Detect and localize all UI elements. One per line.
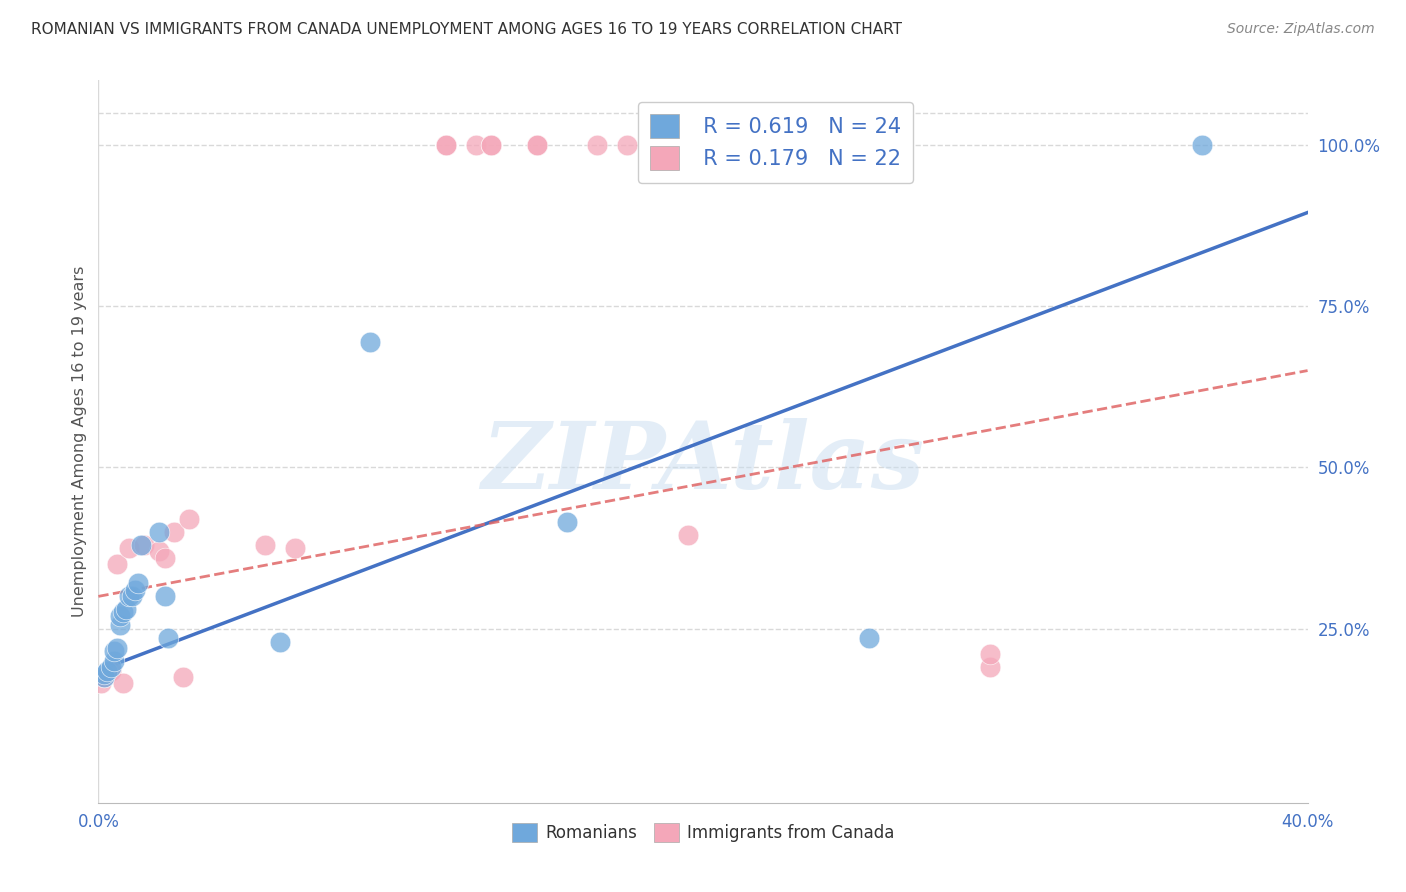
Point	[103, 644, 125, 658]
Point	[118, 541, 141, 555]
Point	[148, 524, 170, 539]
Point	[179, 512, 201, 526]
Text: ZIPAtlas: ZIPAtlas	[481, 418, 925, 508]
Point	[127, 576, 149, 591]
Point	[111, 676, 134, 690]
Text: ROMANIAN VS IMMIGRANTS FROM CANADA UNEMPLOYMENT AMONG AGES 16 TO 19 YEARS CORREL: ROMANIAN VS IMMIGRANTS FROM CANADA UNEMP…	[31, 22, 901, 37]
Point	[253, 538, 276, 552]
Point	[129, 538, 152, 552]
Point	[100, 664, 122, 678]
Point	[114, 602, 136, 616]
Point	[172, 670, 194, 684]
Point	[111, 606, 134, 620]
Point	[979, 660, 1001, 674]
Point	[284, 541, 307, 555]
Point	[858, 632, 880, 646]
Point	[360, 334, 382, 349]
Point	[526, 137, 548, 152]
Point	[269, 634, 291, 648]
Point	[163, 524, 186, 539]
Point	[100, 660, 122, 674]
Point	[108, 618, 131, 632]
Y-axis label: Unemployment Among Ages 16 to 19 years: Unemployment Among Ages 16 to 19 years	[72, 266, 87, 617]
Point	[121, 590, 143, 604]
Point	[105, 640, 128, 655]
Point	[93, 670, 115, 684]
Point	[108, 608, 131, 623]
Point	[124, 582, 146, 597]
Point	[481, 137, 503, 152]
Point	[434, 137, 457, 152]
Point	[481, 137, 503, 152]
Point	[103, 654, 125, 668]
Point	[616, 137, 638, 152]
Point	[93, 666, 115, 681]
Point	[90, 676, 112, 690]
Point	[526, 137, 548, 152]
Point	[676, 528, 699, 542]
Point	[118, 590, 141, 604]
Point	[132, 538, 155, 552]
Text: Source: ZipAtlas.com: Source: ZipAtlas.com	[1227, 22, 1375, 37]
Point	[156, 632, 179, 646]
Point	[979, 648, 1001, 662]
Point	[465, 137, 488, 152]
Point	[148, 544, 170, 558]
Point	[105, 557, 128, 571]
Point	[555, 515, 578, 529]
Point	[93, 670, 115, 684]
Point	[96, 666, 118, 681]
Point	[153, 590, 176, 604]
Point	[96, 664, 118, 678]
Point	[586, 137, 609, 152]
Point	[1191, 137, 1213, 152]
Point	[434, 137, 457, 152]
Legend: Romanians, Immigrants from Canada: Romanians, Immigrants from Canada	[505, 816, 901, 848]
Point	[153, 550, 176, 565]
